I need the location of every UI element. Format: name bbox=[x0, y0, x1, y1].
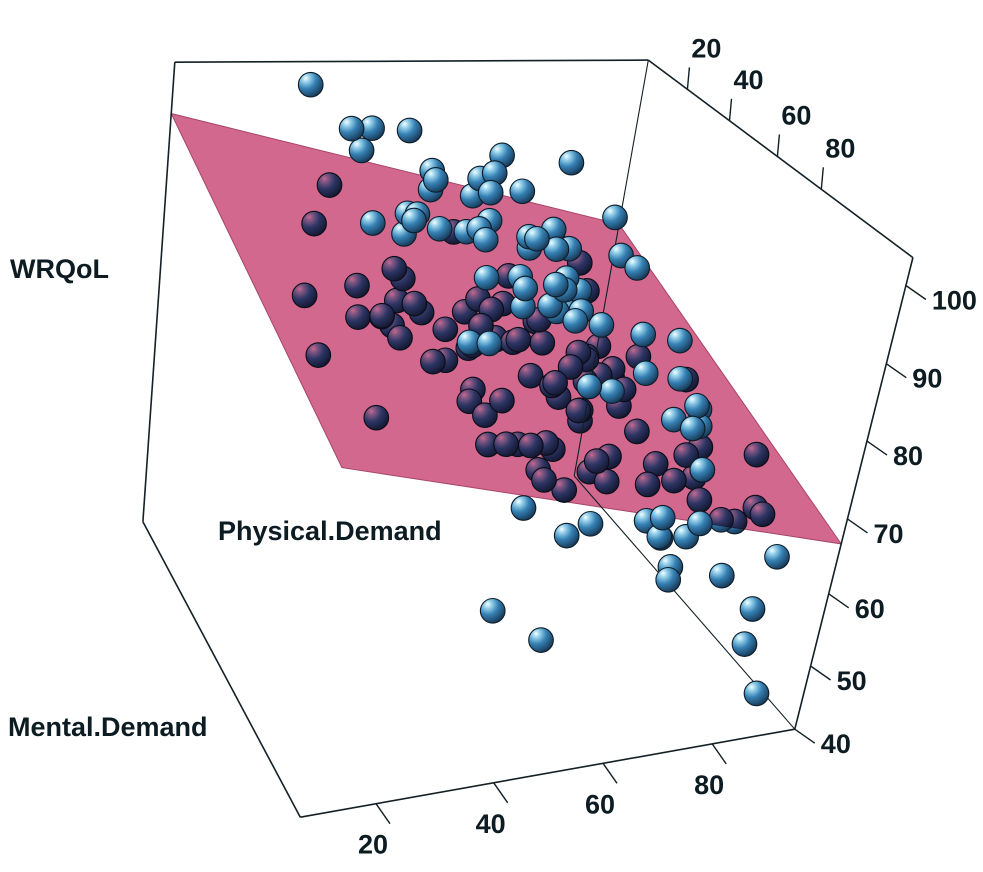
svg-text:80: 80 bbox=[694, 770, 724, 800]
svg-text:60: 60 bbox=[781, 101, 811, 131]
svg-text:20: 20 bbox=[691, 33, 721, 63]
svg-text:50: 50 bbox=[837, 666, 867, 696]
svg-text:20: 20 bbox=[358, 830, 388, 860]
svg-text:90: 90 bbox=[912, 364, 942, 394]
svg-text:Physical.Demand: Physical.Demand bbox=[218, 516, 442, 546]
svg-text:40: 40 bbox=[476, 809, 506, 839]
svg-text:80: 80 bbox=[825, 133, 855, 163]
svg-text:60: 60 bbox=[585, 789, 615, 819]
svg-text:60: 60 bbox=[855, 594, 885, 624]
svg-text:70: 70 bbox=[874, 519, 904, 549]
svg-text:Mental.Demand: Mental.Demand bbox=[8, 712, 208, 742]
svg-text:100: 100 bbox=[932, 286, 977, 316]
svg-text:WRQoL: WRQoL bbox=[10, 254, 109, 284]
svg-text:80: 80 bbox=[893, 441, 923, 471]
svg-text:40: 40 bbox=[734, 65, 764, 95]
svg-text:40: 40 bbox=[821, 729, 851, 759]
